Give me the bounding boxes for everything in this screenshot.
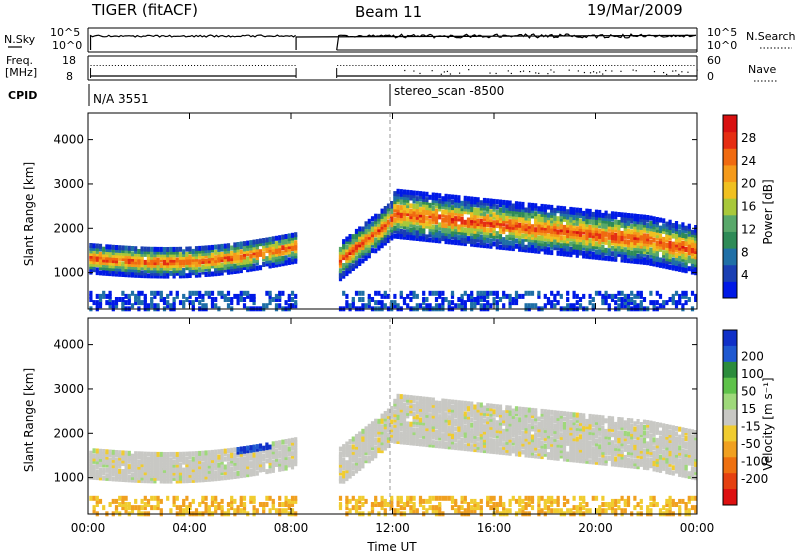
colorbar-swatch	[723, 345, 737, 363]
power-y-axis-label: Slant Range [km]	[22, 162, 36, 266]
colorbar-swatch	[723, 181, 737, 199]
colorbar-swatch	[723, 489, 737, 506]
x-tick-label: 00:00	[680, 521, 715, 535]
colorbar-swatch	[723, 425, 737, 442]
x-tick-label: 04:00	[172, 521, 207, 535]
freq-panel: Freq. [MHz] 18 8 60 0 Nave	[5, 54, 778, 83]
colorbar-tick-label: -15	[741, 419, 761, 433]
colorbar-tick-label: 4	[741, 268, 749, 282]
colorbar-swatch	[723, 198, 737, 216]
colorbar-swatch	[723, 441, 737, 458]
nsearch-tick-bottom: 10^0	[707, 39, 737, 52]
colorbar-tick-label: 12	[741, 222, 756, 236]
colorbar-tick-label: 8	[741, 245, 749, 259]
y-tick-label: 4000	[53, 133, 84, 147]
power-backscatter	[89, 188, 698, 312]
colorbar-swatch	[723, 409, 737, 426]
colorbar-swatch	[723, 214, 737, 232]
y-tick-label: 3000	[53, 177, 84, 191]
nave-tick-top: 60	[707, 54, 721, 67]
colorbar-swatch	[723, 131, 737, 149]
date-label: 19/Mar/2009	[587, 1, 683, 19]
cpid-label: CPID	[8, 89, 37, 102]
colorbar-swatch	[723, 264, 737, 282]
x-tick-label: 16:00	[477, 521, 512, 535]
radar-title: TIGER (fitACF)	[91, 1, 198, 19]
velocity-panel: 1000 2000 3000 4000 00:00 04:00 08:00 12:00 16:…	[22, 317, 715, 535]
power-y-axis: 1000 2000 3000 4000	[53, 133, 697, 280]
nsearch-label: N.Search	[746, 30, 796, 43]
nsky-trace	[89, 33, 697, 51]
cpid-row: CPID N/A 3551 stereo_scan -8500	[8, 84, 504, 106]
beam-label: Beam 11	[355, 3, 422, 21]
colorbar-swatch	[723, 473, 737, 490]
colorbar-tick-label: 50	[741, 384, 756, 398]
y-tick-label: 4000	[53, 338, 84, 352]
x-tick-label: 20:00	[578, 521, 613, 535]
freq-label-line1: Freq.	[6, 54, 33, 67]
velocity-y-axis: 1000 2000 3000 4000	[53, 338, 697, 485]
colorbar-tick-label: -100	[741, 454, 768, 468]
colorbar-swatch	[723, 248, 737, 266]
y-tick-label: 1000	[53, 266, 84, 280]
velocity-y-axis-label: Slant Range [km]	[22, 368, 36, 472]
power-panel: 1000 2000 3000 4000 Slant Range [km]	[22, 112, 698, 312]
power-colorbar-label: Power [dB]	[761, 179, 775, 244]
colorbar-swatch	[723, 361, 737, 379]
cpid-segment-2: stereo_scan -8500	[394, 84, 504, 98]
freq-tick-top: 18	[62, 54, 76, 67]
x-tick-label: 12:00	[375, 521, 410, 535]
nave-dots	[90, 65, 698, 76]
power-colorbar: 4 8 12 16 20 24 28	[722, 114, 756, 299]
velocity-x-axis: 00:00 04:00 08:00 12:00 16:00 20:00 00:00	[71, 318, 715, 535]
nsky-panel: N.Sky 10^5 10^0 10^5 10^0 N.Search	[4, 26, 796, 53]
colorbar-tick-label: 28	[741, 131, 756, 145]
colorbar-tick-label: 20	[741, 177, 756, 191]
colorbar-swatch	[723, 281, 737, 299]
colorbar-tick-label: 16	[741, 200, 756, 214]
nsky-tick-bottom: 10^0	[52, 39, 82, 52]
nsearch-tick-top: 10^5	[707, 26, 737, 39]
y-tick-label: 3000	[53, 382, 84, 396]
colorbar-swatch	[723, 164, 737, 183]
colorbar-swatch	[723, 457, 737, 474]
y-tick-label: 1000	[53, 471, 84, 485]
colorbar-swatch	[723, 393, 737, 411]
x-axis-label: Time UT	[366, 540, 417, 554]
cpid-segment-1: N/A 3551	[93, 92, 149, 106]
velocity-colorbar-label: Velocity [m s⁻¹]	[761, 377, 775, 470]
y-tick-label: 2000	[53, 221, 84, 235]
colorbar-tick-label: 15	[741, 402, 756, 416]
colorbar-tick-label: 100	[741, 367, 764, 381]
colorbar-swatch	[723, 377, 737, 395]
colorbar-tick-label: -50	[741, 437, 761, 451]
colorbar-tick-label: 200	[741, 349, 764, 363]
frequency-trace	[90, 68, 698, 78]
freq-label-line2: [MHz]	[5, 66, 37, 79]
freq-tick-bottom: 8	[66, 70, 73, 83]
nave-label: Nave	[748, 63, 776, 76]
nsky-label: N.Sky	[4, 33, 36, 46]
colorbar-swatch	[723, 231, 737, 249]
velocity-colorbar: 200 100 50 15 -15 -50 -100 -200	[722, 329, 768, 506]
x-tick-label: 00:00	[71, 521, 106, 535]
colorbar-swatch	[723, 148, 737, 166]
colorbar-swatch	[723, 330, 737, 347]
nave-tick-bottom: 0	[707, 70, 714, 83]
colorbar-tick-label: -200	[741, 472, 768, 486]
nsky-tick-top: 10^5	[50, 26, 80, 39]
colorbar-swatch	[723, 115, 737, 133]
power-x-axis-ticks	[87, 113, 698, 309]
y-tick-label: 2000	[53, 426, 84, 440]
x-tick-label: 08:00	[274, 521, 309, 535]
colorbar-tick-label: 24	[741, 154, 756, 168]
